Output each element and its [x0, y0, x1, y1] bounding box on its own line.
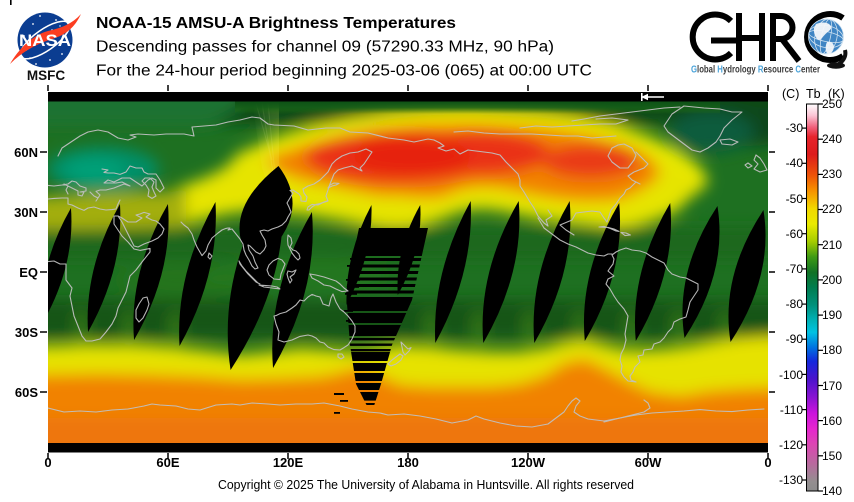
- svg-text:0: 0: [764, 455, 771, 470]
- svg-text:-50: -50: [786, 192, 804, 206]
- svg-text:-120: -120: [779, 438, 803, 452]
- svg-text:-80: -80: [786, 297, 804, 311]
- svg-text:-110: -110: [780, 403, 803, 417]
- svg-text:-40: -40: [786, 156, 804, 170]
- svg-text:-130: -130: [779, 473, 803, 487]
- svg-text:120E: 120E: [273, 455, 304, 470]
- svg-text:MSFC: MSFC: [27, 68, 65, 83]
- svg-text:60N: 60N: [14, 145, 38, 160]
- svg-text:30S: 30S: [15, 325, 38, 340]
- svg-text:180: 180: [822, 343, 842, 357]
- svg-text:190: 190: [822, 308, 842, 322]
- svg-text:(K): (K): [828, 87, 845, 101]
- svg-text:150: 150: [822, 449, 842, 463]
- svg-text:160: 160: [822, 414, 842, 428]
- svg-text:Tb: Tb: [806, 87, 821, 101]
- svg-text:210: 210: [822, 238, 842, 252]
- svg-text:-90: -90: [786, 332, 804, 346]
- svg-text:-70: -70: [786, 262, 804, 276]
- svg-text:Copyright © 2025 The Universit: Copyright © 2025 The University of Alaba…: [218, 477, 634, 492]
- svg-text:-30: -30: [786, 121, 804, 135]
- svg-text:170: 170: [822, 379, 842, 393]
- svg-text:140: 140: [822, 484, 842, 498]
- svg-text:-60: -60: [786, 227, 804, 241]
- svg-text:Global Hydrology Resource Cent: Global Hydrology Resource Center: [691, 64, 820, 76]
- svg-text:120W: 120W: [511, 455, 546, 470]
- svg-text:220: 220: [822, 202, 842, 216]
- svg-text:230: 230: [822, 167, 842, 181]
- svg-text:240: 240: [822, 132, 842, 146]
- svg-text:NASA: NASA: [19, 32, 71, 50]
- svg-text:EQ: EQ: [19, 265, 38, 280]
- svg-text:60W: 60W: [635, 455, 662, 470]
- svg-text:60S: 60S: [15, 385, 38, 400]
- svg-text:For the 24-hour period beginni: For the 24-hour period beginning 2025-03…: [96, 63, 592, 80]
- svg-text:30N: 30N: [14, 205, 38, 220]
- svg-text:0: 0: [44, 455, 51, 470]
- svg-text:60E: 60E: [156, 455, 179, 470]
- svg-text:NOAA-15 AMSU-A Brightness Temp: NOAA-15 AMSU-A Brightness Temperatures: [96, 15, 456, 32]
- svg-text:180: 180: [397, 455, 419, 470]
- svg-text:-100: -100: [779, 368, 803, 382]
- svg-text:Descending passes for channel: Descending passes for channel 09 (57290.…: [96, 39, 554, 56]
- svg-text:(C): (C): [782, 87, 799, 101]
- svg-text:250: 250: [822, 97, 842, 111]
- svg-text:200: 200: [822, 273, 842, 287]
